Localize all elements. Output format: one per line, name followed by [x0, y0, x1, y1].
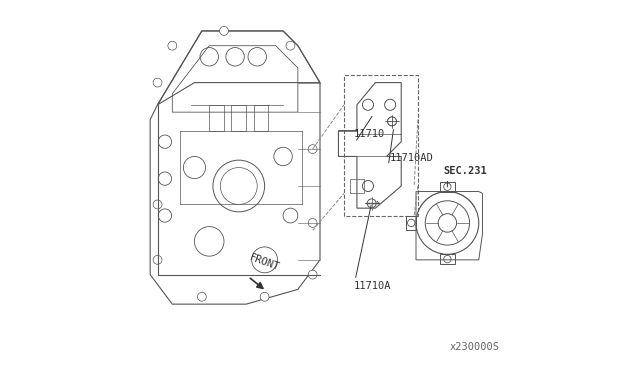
Text: x230000S: x230000S: [449, 342, 499, 352]
Circle shape: [168, 41, 177, 50]
Circle shape: [388, 117, 396, 126]
Text: 11710A: 11710A: [353, 281, 391, 291]
Circle shape: [220, 26, 228, 35]
Circle shape: [153, 256, 162, 264]
Text: 11710: 11710: [353, 129, 385, 139]
Circle shape: [197, 292, 206, 301]
Circle shape: [388, 117, 396, 126]
Circle shape: [308, 218, 317, 227]
Circle shape: [153, 78, 162, 87]
Text: 11710AD: 11710AD: [390, 153, 434, 163]
Circle shape: [153, 200, 162, 209]
Circle shape: [308, 270, 317, 279]
Text: SEC.231: SEC.231: [444, 166, 488, 176]
Circle shape: [260, 292, 269, 301]
Text: FRONT: FRONT: [248, 253, 281, 273]
Circle shape: [308, 145, 317, 154]
Circle shape: [367, 199, 376, 208]
Circle shape: [286, 41, 295, 50]
